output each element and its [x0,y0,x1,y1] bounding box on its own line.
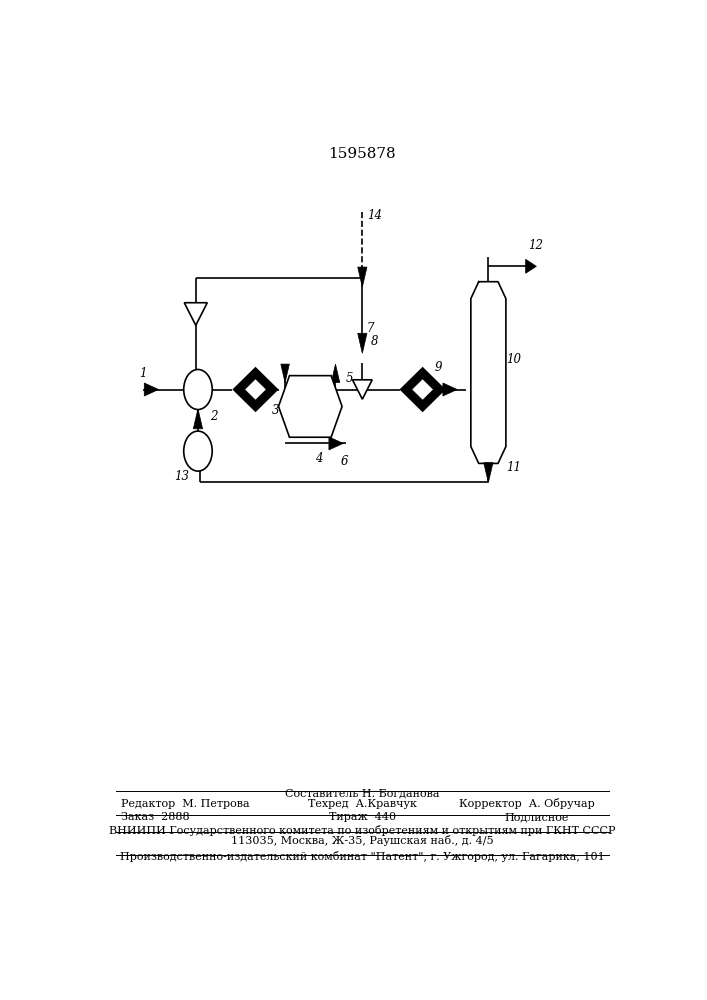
Text: Производственно-издательский комбинат "Патент", г. Ужгород, ул. Гагарика, 101: Производственно-издательский комбинат "П… [120,851,604,862]
Text: 6: 6 [341,455,348,468]
Polygon shape [484,463,493,483]
Polygon shape [411,379,433,400]
Text: Тираж  440: Тираж 440 [329,812,396,822]
Text: 8: 8 [371,335,379,348]
Text: ВНИИПИ Государственного комитета по изобретениям и открытиям при ГКНТ СССР: ВНИИПИ Государственного комитета по изоб… [109,825,616,836]
Circle shape [184,369,212,410]
Polygon shape [233,368,277,411]
Text: 113035, Москва, Ж-35, Раушская наб., д. 4/5: 113035, Москва, Ж-35, Раушская наб., д. … [231,835,493,846]
Text: 7: 7 [367,322,374,335]
Text: 12: 12 [528,239,543,252]
Text: 5: 5 [346,372,354,385]
Text: 4: 4 [315,452,322,465]
Text: Заказ  2888: Заказ 2888 [122,812,190,822]
Text: 13: 13 [174,470,189,483]
Polygon shape [279,376,342,437]
Circle shape [184,431,212,471]
Polygon shape [401,368,445,411]
Polygon shape [193,409,203,429]
Polygon shape [358,333,367,353]
Text: 1: 1 [139,367,146,380]
Text: Подлисное: Подлисное [505,812,569,822]
Text: Составитель Н. Богданова: Составитель Н. Богданова [285,788,440,798]
Text: 2: 2 [210,410,218,423]
Text: 10: 10 [506,353,522,366]
Text: Редактор  М. Петрова: Редактор М. Петрова [122,799,250,809]
Text: 3: 3 [272,404,279,417]
Polygon shape [329,437,343,450]
Text: 14: 14 [367,209,382,222]
Polygon shape [281,364,289,383]
Polygon shape [144,383,158,396]
Text: Техред  А.Кравчук: Техред А.Кравчук [308,799,416,809]
Text: 11: 11 [506,461,522,474]
Polygon shape [245,379,267,400]
Polygon shape [443,383,457,396]
Text: Корректор  А. Обручар: Корректор А. Обручар [459,798,595,809]
Polygon shape [331,364,340,383]
Polygon shape [185,303,207,325]
Text: 1595878: 1595878 [329,147,396,161]
Polygon shape [358,267,367,287]
Polygon shape [353,380,372,399]
Text: 9: 9 [435,361,442,374]
Polygon shape [194,384,206,395]
Polygon shape [525,259,537,273]
Polygon shape [190,446,201,456]
